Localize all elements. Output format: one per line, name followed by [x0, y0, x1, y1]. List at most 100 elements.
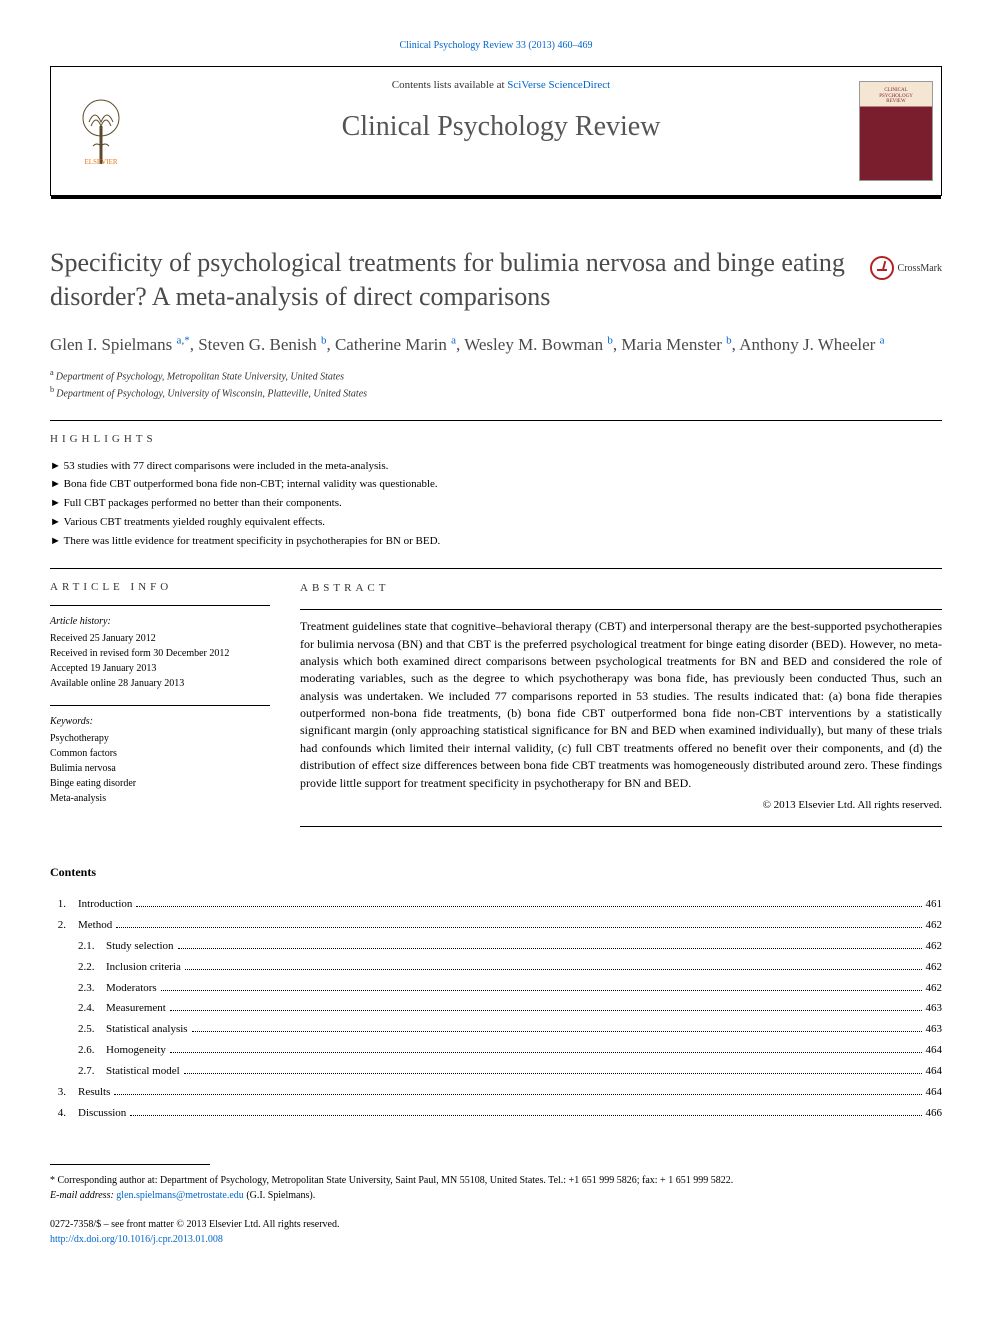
crossmark-icon: [870, 256, 894, 280]
toc-leader-dots: [170, 1052, 922, 1053]
toc-title: Method: [78, 915, 112, 936]
elsevier-tree-icon: ELSEVIER: [71, 96, 131, 166]
toc-row[interactable]: 4.Discussion 466: [50, 1103, 942, 1124]
toc-title: Inclusion criteria: [106, 957, 181, 978]
author-affil-link[interactable]: a: [880, 334, 885, 346]
author: Catherine Marin a: [335, 335, 456, 354]
toc-title: Measurement: [106, 998, 166, 1019]
highlights-list: 53 studies with 77 direct comparisons we…: [50, 457, 942, 550]
abstract-column: ABSTRACT Treatment guidelines state that…: [300, 581, 942, 835]
citation-link[interactable]: Clinical Psychology Review 33 (2013) 460…: [399, 40, 592, 51]
highlight-item: Full CBT packages performed no better th…: [50, 494, 942, 513]
author-affil-link[interactable]: *: [184, 334, 190, 346]
affiliation-list: a Department of Psychology, Metropolitan…: [50, 367, 942, 402]
toc-row[interactable]: 2.1.Study selection462: [50, 936, 942, 957]
toc-title: Results: [78, 1082, 110, 1103]
cover-text: REVIEW: [886, 99, 905, 105]
toc-number: 2.1.: [78, 936, 106, 957]
author-affil-link[interactable]: b: [607, 334, 613, 346]
table-of-contents: 1.Introduction4612.Method 4622.1.Study se…: [50, 894, 942, 1124]
author: Wesley M. Bowman b: [464, 335, 613, 354]
divider: [50, 568, 942, 569]
divider: [50, 605, 270, 606]
toc-title: Discussion: [78, 1103, 126, 1124]
toc-page: 466: [926, 1103, 943, 1124]
keywords-label: Keywords:: [50, 714, 270, 729]
history-label: Article history:: [50, 614, 270, 629]
toc-number: 2.3.: [78, 978, 106, 999]
keyword-item: Common factors: [50, 746, 270, 761]
author-affil-link[interactable]: b: [726, 334, 732, 346]
author-affil-link[interactable]: b: [321, 334, 327, 346]
toc-leader-dots: [116, 927, 921, 928]
toc-page: 462: [926, 915, 943, 936]
corresponding-email-link[interactable]: glen.spielmans@metrostate.edu: [116, 1190, 244, 1201]
history-item: Received 25 January 2012: [50, 631, 270, 646]
highlight-item: Various CBT treatments yielded roughly e…: [50, 513, 942, 532]
toc-page: 462: [926, 957, 943, 978]
toc-number: 2.7.: [78, 1061, 106, 1082]
divider: [300, 826, 942, 827]
toc-page: 463: [926, 998, 943, 1019]
history-item: Received in revised form 30 December 201…: [50, 646, 270, 661]
toc-leader-dots: [161, 990, 922, 991]
toc-row[interactable]: 3.Results464: [50, 1082, 942, 1103]
keyword-item: Binge eating disorder: [50, 776, 270, 791]
affiliation: b Department of Psychology, University o…: [50, 384, 942, 401]
abstract-text: Treatment guidelines state that cognitiv…: [300, 618, 942, 792]
toc-page: 464: [926, 1061, 943, 1082]
toc-leader-dots: [114, 1094, 921, 1095]
toc-leader-dots: [170, 1010, 922, 1011]
crossmark-badge[interactable]: CrossMark: [870, 256, 942, 280]
toc-title: Statistical model: [106, 1061, 180, 1082]
toc-row[interactable]: 1.Introduction461: [50, 894, 942, 915]
sciencedirect-link[interactable]: SciVerse ScienceDirect: [507, 79, 610, 91]
journal-name: Clinical Psychology Review: [342, 111, 661, 143]
toc-leader-dots: [130, 1115, 921, 1116]
highlights-heading: HIGHLIGHTS: [50, 433, 942, 445]
journal-header: ELSEVIER Contents lists available at Sci…: [50, 66, 942, 196]
toc-number: 2.4.: [78, 998, 106, 1019]
toc-number: 4.: [50, 1103, 78, 1124]
author: Steven G. Benish b: [198, 335, 326, 354]
issn-copyright-line: 0272-7358/$ – see front matter © 2013 El…: [50, 1217, 942, 1232]
keyword-item: Bulimia nervosa: [50, 761, 270, 776]
toc-row[interactable]: 2.Method 462: [50, 915, 942, 936]
toc-page: 462: [926, 936, 943, 957]
highlight-item: There was little evidence for treatment …: [50, 532, 942, 551]
doi-link[interactable]: http://dx.doi.org/10.1016/j.cpr.2013.01.…: [50, 1234, 223, 1245]
email-suffix: (G.I. Spielmans).: [246, 1190, 315, 1201]
toc-leader-dots: [185, 969, 922, 970]
toc-title: Moderators: [106, 978, 157, 999]
footer-block: 0272-7358/$ – see front matter © 2013 El…: [50, 1217, 942, 1247]
toc-number: 2.6.: [78, 1040, 106, 1061]
toc-number: 1.: [50, 894, 78, 915]
toc-row[interactable]: 2.4.Measurement 463: [50, 998, 942, 1019]
toc-row[interactable]: 2.5.Statistical analysis463: [50, 1019, 942, 1040]
contents-heading: Contents: [50, 865, 942, 880]
toc-title: Statistical analysis: [106, 1019, 188, 1040]
history-item: Available online 28 January 2013: [50, 676, 270, 691]
email-label: E-mail address:: [50, 1190, 114, 1201]
contents-prefix: Contents lists available at: [392, 79, 507, 91]
toc-row[interactable]: 2.3.Moderators462: [50, 978, 942, 999]
author: Anthony J. Wheeler a: [739, 335, 884, 354]
divider: [50, 705, 270, 706]
toc-row[interactable]: 2.2.Inclusion criteria 462: [50, 957, 942, 978]
toc-number: 2.2.: [78, 957, 106, 978]
toc-number: 2.: [50, 915, 78, 936]
author: Maria Menster b: [621, 335, 731, 354]
article-info-heading: ARTICLE INFO: [50, 581, 270, 593]
toc-page: 464: [926, 1040, 943, 1061]
corresponding-author-footnote: * Corresponding author at: Department of…: [50, 1173, 942, 1203]
author-affil-link[interactable]: a: [177, 334, 182, 346]
author-affil-link[interactable]: a: [451, 334, 456, 346]
crossmark-label: CrossMark: [898, 263, 942, 274]
toc-leader-dots: [136, 906, 921, 907]
highlight-item: Bona fide CBT outperformed bona fide non…: [50, 475, 942, 494]
divider: [300, 609, 942, 610]
toc-row[interactable]: 2.6.Homogeneity464: [50, 1040, 942, 1061]
history-item: Accepted 19 January 2013: [50, 661, 270, 676]
toc-row[interactable]: 2.7.Statistical model 464: [50, 1061, 942, 1082]
abstract-copyright: © 2013 Elsevier Ltd. All rights reserved…: [300, 798, 942, 814]
